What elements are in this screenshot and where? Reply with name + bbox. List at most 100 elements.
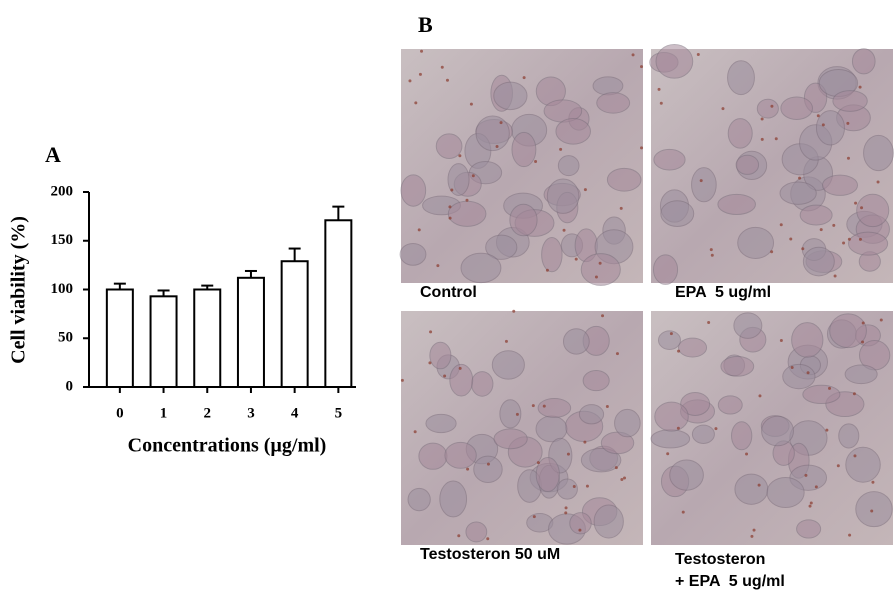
granule <box>420 49 424 53</box>
granule <box>779 223 783 227</box>
cell <box>727 118 753 149</box>
granule <box>858 237 862 241</box>
cell <box>780 96 814 120</box>
granule <box>847 237 851 241</box>
granule <box>696 52 700 56</box>
cell <box>799 204 833 226</box>
bar <box>105 288 134 388</box>
bar <box>193 288 222 388</box>
granule <box>640 146 644 150</box>
cell <box>546 178 580 214</box>
cell <box>848 231 889 256</box>
granule <box>790 365 794 369</box>
cell <box>429 341 452 370</box>
granule <box>858 85 862 89</box>
y-tick-label: 50 <box>58 330 73 346</box>
granule <box>640 65 644 69</box>
granule <box>798 176 802 180</box>
granule <box>429 330 433 334</box>
granule <box>846 121 850 125</box>
granule <box>495 144 499 148</box>
granule <box>536 461 540 465</box>
cell <box>580 253 621 286</box>
granule <box>821 123 825 127</box>
cell <box>465 521 488 543</box>
cell <box>855 491 893 528</box>
cell <box>511 131 537 168</box>
granule <box>408 79 412 83</box>
granule <box>861 340 865 344</box>
cell <box>657 330 681 350</box>
granule <box>594 275 598 279</box>
caption: Control <box>420 284 477 301</box>
cell <box>815 110 845 146</box>
cell <box>400 174 427 207</box>
cell <box>655 44 694 79</box>
cell <box>779 181 817 205</box>
cell <box>717 395 743 415</box>
caption: + EPA 5 ug/ml <box>675 573 785 590</box>
cell <box>652 254 679 285</box>
bar <box>149 295 178 389</box>
cell <box>418 442 448 470</box>
cell <box>796 519 822 539</box>
granule <box>572 485 576 489</box>
granule <box>614 466 618 470</box>
granule <box>828 386 832 390</box>
granule <box>666 452 670 456</box>
granule <box>458 154 462 158</box>
granule <box>448 205 452 209</box>
granule <box>619 206 623 210</box>
cell <box>677 337 708 358</box>
cell <box>592 76 624 96</box>
granule <box>808 504 812 508</box>
granule <box>801 247 805 251</box>
granule <box>466 467 470 471</box>
granule <box>418 72 422 76</box>
cell <box>537 397 572 418</box>
granule <box>605 404 609 408</box>
granule <box>578 528 582 532</box>
granule <box>752 528 756 532</box>
x-tick-label: 2 <box>204 405 212 421</box>
granule <box>804 473 808 477</box>
granule <box>428 361 432 365</box>
cell <box>733 312 763 339</box>
cell <box>856 193 890 228</box>
cell <box>535 457 560 493</box>
y-tick-label: 100 <box>51 281 74 297</box>
cell <box>485 234 518 260</box>
x-tick-label: 1 <box>160 405 168 421</box>
granule <box>750 534 754 538</box>
caption: EPA 5 ug/ml <box>675 284 771 301</box>
cell <box>669 459 704 491</box>
granule <box>774 137 778 141</box>
x-axis-label: Concentrations (µg/ml) <box>128 435 327 457</box>
granule <box>659 101 663 105</box>
granule <box>512 309 516 313</box>
granule <box>876 180 880 184</box>
y-tick-label: 0 <box>66 378 74 394</box>
cell <box>727 60 755 96</box>
granule <box>714 427 718 431</box>
granule <box>814 485 818 489</box>
cell <box>735 154 760 175</box>
granule <box>574 257 578 261</box>
granule <box>669 332 673 336</box>
granule <box>758 394 762 398</box>
cell <box>734 473 769 505</box>
granule <box>760 117 764 121</box>
granule <box>620 477 624 481</box>
granule <box>413 430 417 434</box>
cell <box>791 322 824 358</box>
granule <box>848 533 852 537</box>
granule <box>836 464 840 468</box>
cell <box>425 413 457 434</box>
cell <box>556 478 578 500</box>
granule <box>745 452 749 456</box>
cell <box>569 512 592 535</box>
granule <box>504 339 508 343</box>
granule <box>677 349 681 353</box>
cell <box>470 371 494 397</box>
